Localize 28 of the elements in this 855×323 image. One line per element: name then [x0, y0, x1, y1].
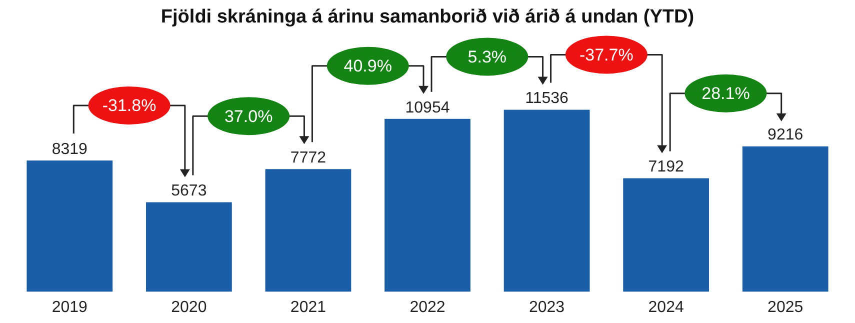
data-label: 9216	[768, 126, 804, 144]
data-label: 7772	[290, 150, 326, 167]
text: 40.9%	[344, 56, 392, 76]
bar	[623, 178, 710, 292]
data-label: 11536	[525, 90, 569, 108]
bar	[504, 110, 590, 292]
text: 5.3%	[468, 47, 507, 66]
annotation: -31.8%	[102, 96, 156, 116]
x-tick-label: 2021	[290, 298, 326, 316]
data-label: 5673	[171, 182, 207, 200]
bar	[384, 118, 470, 292]
x-tick-label: 2025	[768, 298, 804, 316]
data-label: 8319	[52, 140, 88, 158]
x-tick-label: 2022	[410, 298, 446, 316]
data-label: 7192	[648, 158, 684, 176]
x-tick-label: 2024	[648, 298, 684, 316]
bar	[742, 146, 828, 292]
text: 28.1%	[702, 84, 750, 104]
x-tick-label: 2023	[528, 298, 565, 316]
annotation: 37.0%	[224, 106, 273, 126]
data-label: 10954	[405, 99, 450, 116]
x-tick-label: 2020	[171, 298, 207, 316]
chart-title: Fjöldi skráninga á árinu samanborið við árið á undan (YTD)	[160, 6, 694, 28]
bar	[26, 160, 113, 292]
bar	[146, 202, 232, 292]
x-tick-label: 2019	[52, 298, 88, 316]
bar	[265, 169, 352, 292]
text: -37.7%	[579, 45, 634, 64]
